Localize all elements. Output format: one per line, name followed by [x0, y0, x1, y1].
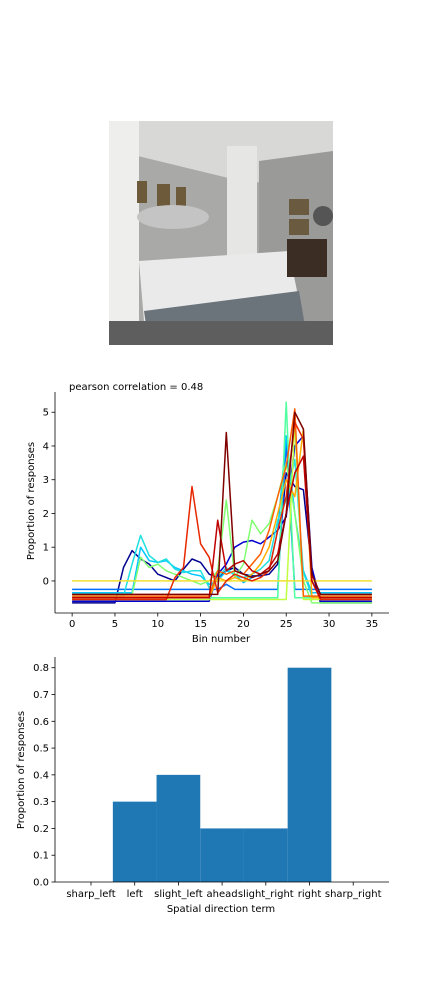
x-tick-label: left — [127, 889, 143, 900]
y-tick-label: 0.5 — [33, 744, 49, 755]
bar-right — [287, 667, 332, 882]
chart-title: pearson correlation = 0.48 — [69, 382, 203, 393]
y-tick-label: 4 — [43, 441, 49, 452]
y-tick-label: 0.6 — [33, 717, 49, 728]
y-tick-label: 0.7 — [33, 690, 49, 701]
x-tick-label: 0 — [69, 619, 75, 630]
x-axis-label: Bin number — [192, 634, 251, 645]
bar-left — [112, 801, 157, 882]
y-axis-label: Proportion of responses — [16, 711, 27, 829]
x-tick-label: slight_right — [238, 889, 294, 900]
x-tick-label: 10 — [151, 619, 164, 630]
line-chart: pearson correlation = 0.48 0 5 10 15 20 25 30 3… — [26, 382, 389, 645]
series-line-10 — [72, 408, 372, 597]
y-tick-label: 0.1 — [33, 851, 49, 862]
x-tick-label: 35 — [366, 619, 379, 630]
series-line-6 — [72, 462, 372, 604]
y-tick-label: 3 — [43, 475, 49, 486]
x-tick-label: sharp_right — [325, 889, 382, 900]
x-tick-label: slight_left — [154, 889, 203, 900]
bar-slight_right — [243, 828, 288, 882]
y-tick-label: 5 — [43, 408, 49, 419]
x-tick-label: 20 — [237, 619, 250, 630]
y-axis-label: Proportion of responses — [26, 442, 37, 560]
x-tick-label: ahead — [207, 889, 238, 900]
x-tick-label: 15 — [194, 619, 207, 630]
x-axis-label: Spatial direction term — [167, 904, 275, 915]
x-tick-label: 30 — [323, 619, 336, 630]
bar-ahead — [200, 828, 244, 882]
bedroom-photo — [109, 121, 333, 345]
series-line-11 — [72, 421, 372, 601]
y-tick-label: 2 — [43, 509, 49, 520]
x-tick-label: sharp_left — [66, 889, 115, 900]
x-tick-label: 5 — [112, 619, 118, 630]
y-tick-label: 0.8 — [33, 663, 49, 674]
bar-slight_left — [156, 774, 201, 882]
y-tick-label: 0.3 — [33, 797, 49, 808]
series-line-13 — [72, 411, 372, 596]
x-tick-label: right — [298, 889, 322, 900]
bar-chart: sharp_left left slight_left ahead slight_rig… — [16, 657, 389, 915]
y-tick-label: 0.4 — [33, 770, 49, 781]
y-tick-label: 0.0 — [33, 878, 49, 889]
y-tick-label: 1 — [43, 543, 49, 554]
series-line-12 — [72, 455, 372, 599]
y-tick-label: 0 — [43, 576, 49, 587]
y-tick-label: 0.2 — [33, 824, 49, 835]
series-line-1 — [72, 435, 372, 602]
x-tick-label: 25 — [280, 619, 293, 630]
series-line-3 — [72, 435, 372, 594]
